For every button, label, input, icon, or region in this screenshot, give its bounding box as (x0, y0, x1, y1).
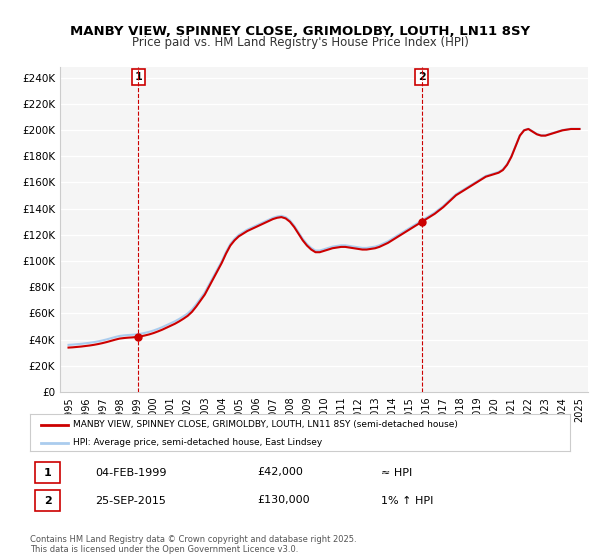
Text: £130,000: £130,000 (257, 496, 310, 506)
Text: Contains HM Land Registry data © Crown copyright and database right 2025.
This d: Contains HM Land Registry data © Crown c… (30, 535, 356, 554)
Text: 04-FEB-1999: 04-FEB-1999 (95, 468, 166, 478)
Text: 2: 2 (44, 496, 52, 506)
Text: HPI: Average price, semi-detached house, East Lindsey: HPI: Average price, semi-detached house,… (73, 438, 322, 447)
Text: 1% ↑ HPI: 1% ↑ HPI (381, 496, 433, 506)
Text: 1: 1 (44, 468, 52, 478)
Text: 2: 2 (418, 72, 425, 82)
Text: £42,000: £42,000 (257, 468, 302, 478)
Text: Price paid vs. HM Land Registry's House Price Index (HPI): Price paid vs. HM Land Registry's House … (131, 36, 469, 49)
Text: 25-SEP-2015: 25-SEP-2015 (95, 496, 166, 506)
Text: ≈ HPI: ≈ HPI (381, 468, 412, 478)
Text: MANBY VIEW, SPINNEY CLOSE, GRIMOLDBY, LOUTH, LN11 8SY (semi-detached house): MANBY VIEW, SPINNEY CLOSE, GRIMOLDBY, LO… (73, 420, 458, 429)
FancyBboxPatch shape (35, 490, 60, 511)
Text: MANBY VIEW, SPINNEY CLOSE, GRIMOLDBY, LOUTH, LN11 8SY: MANBY VIEW, SPINNEY CLOSE, GRIMOLDBY, LO… (70, 25, 530, 38)
FancyBboxPatch shape (35, 462, 60, 483)
Text: 1: 1 (134, 72, 142, 82)
